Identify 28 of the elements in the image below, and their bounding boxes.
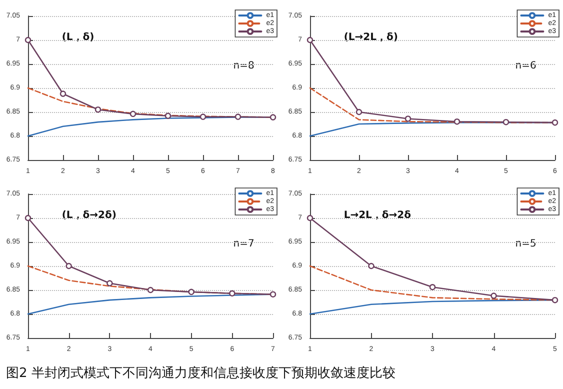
- point: [24, 214, 32, 222]
- point: [490, 292, 497, 299]
- point: [164, 112, 172, 119]
- point: [106, 280, 113, 286]
- point: [270, 291, 276, 298]
- point: [356, 108, 362, 116]
- point: [147, 286, 154, 294]
- point: [130, 110, 136, 118]
- point: [429, 284, 436, 290]
- point: [552, 296, 558, 304]
- point: [188, 288, 194, 296]
- point: [60, 90, 66, 97]
- point: [454, 118, 460, 125]
- caption: 图2 半封闭式模式下不同沟通力度和信息接收度下预期收敛速度比较: [6, 365, 396, 382]
- point: [270, 114, 276, 120]
- point: [94, 106, 102, 113]
- point: [234, 114, 242, 120]
- annotation: (L→2L，δ): [344, 32, 398, 43]
- point: [200, 114, 206, 120]
- point: [229, 290, 236, 296]
- point: [404, 116, 412, 122]
- point: [368, 262, 374, 270]
- point: [24, 36, 32, 44]
- point: [66, 262, 72, 270]
- point: [306, 36, 314, 44]
- point: [502, 118, 510, 126]
- point: [552, 119, 558, 126]
- point: [306, 214, 314, 222]
